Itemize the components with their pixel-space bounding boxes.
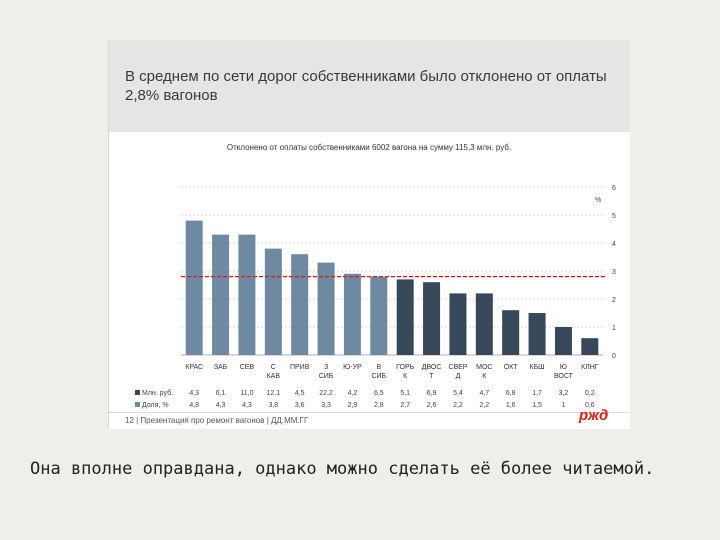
slide-header: В среднем по сети дорог собственниками б… — [109, 40, 630, 132]
x-tick-label: СИБ — [371, 373, 386, 380]
x-tick-label: К — [482, 373, 487, 380]
x-tick-label: С — [271, 364, 276, 371]
bar — [396, 279, 414, 355]
data-label: 6,9 — [427, 390, 437, 397]
data-label: 2,2 — [453, 402, 463, 409]
x-tick-label: ОКТ — [504, 364, 519, 371]
bar — [185, 220, 203, 355]
x-tick-label: СЕВ — [240, 364, 255, 371]
x-tick-label: КАВ — [267, 373, 281, 380]
data-label: 1,6 — [506, 402, 516, 409]
data-label: 1,7 — [532, 390, 542, 397]
data-label: 5,1 — [400, 390, 410, 397]
footer-divider — [109, 412, 630, 413]
table-row-label: Млн. руб. — [142, 389, 173, 397]
data-label: 6,8 — [506, 390, 516, 397]
rzd-logo: ржд — [579, 407, 609, 424]
slide-footer: 12 | Презентация про ремонт вагонов | ДД… — [125, 416, 309, 425]
data-label: 4,7 — [479, 390, 489, 397]
data-label: 1,5 — [532, 402, 542, 409]
x-tick-label: СВЕР — [448, 364, 467, 371]
data-label: 4,5 — [295, 390, 305, 397]
data-label: 3,3 — [321, 402, 331, 409]
presentation-slide: В среднем по сети дорог собственниками б… — [108, 40, 630, 429]
data-label: 5,4 — [453, 390, 463, 397]
caption-text: Она вполне оправдана, однако можно сдела… — [30, 459, 655, 479]
x-tick-label: МОС — [476, 364, 492, 371]
y-tick-label: 1 — [612, 325, 616, 332]
data-label: 0,2 — [585, 390, 595, 397]
bar — [475, 293, 493, 355]
data-label: 0,6 — [585, 402, 595, 409]
bar — [343, 273, 361, 355]
legend-marker — [135, 402, 140, 407]
data-label: 4,3 — [242, 402, 252, 409]
bar — [264, 248, 282, 355]
x-tick-label: ДВОС — [422, 364, 442, 371]
bar — [317, 262, 335, 355]
bar — [502, 310, 520, 355]
bar — [291, 254, 309, 355]
x-tick-label: СИБ — [319, 373, 334, 380]
x-tick-label: Т — [429, 373, 434, 380]
data-label: 2,7 — [400, 402, 410, 409]
data-label: 4,2 — [348, 390, 358, 397]
x-tick-label: Д — [456, 373, 461, 380]
data-label: 3,8 — [268, 402, 278, 409]
x-tick-label: КБШ — [530, 364, 545, 371]
bar — [423, 282, 441, 355]
data-label: 3,6 — [295, 402, 305, 409]
y-axis-unit: % — [595, 197, 601, 204]
data-label: 11,0 — [240, 390, 253, 397]
data-label: 2,2 — [479, 402, 489, 409]
x-tick-label: Ю-УР — [343, 364, 362, 371]
x-tick-label: З — [324, 364, 328, 371]
data-label: 2,8 — [374, 402, 384, 409]
y-tick-label: 5 — [612, 213, 616, 220]
table-row-label: Доля, % — [142, 402, 169, 409]
bar — [449, 293, 467, 355]
y-tick-label: 2 — [612, 297, 616, 304]
data-label: 3,2 — [559, 390, 569, 397]
bar — [212, 234, 230, 355]
data-label: 4,8 — [189, 402, 199, 409]
y-tick-label: 4 — [612, 241, 616, 248]
bar — [370, 276, 388, 355]
y-tick-label: 0 — [612, 353, 616, 360]
data-label: 6,1 — [216, 390, 226, 397]
chart-title: Отклонено от оплаты собственниками 6002 … — [227, 143, 511, 152]
y-tick-label: 3 — [612, 269, 616, 276]
data-label: 2,9 — [348, 402, 358, 409]
x-tick-label: К — [403, 373, 408, 380]
bar-chart: Отклонено от оплаты собственниками 6002 … — [135, 143, 616, 409]
data-label: 2,6 — [427, 402, 437, 409]
bar — [528, 313, 546, 355]
data-label: 1 — [561, 402, 565, 409]
y-tick-label: 6 — [612, 185, 616, 192]
x-tick-label: ГОРЬ — [396, 364, 415, 371]
data-label: 12,1 — [267, 390, 281, 397]
legend-marker — [135, 390, 140, 395]
x-tick-label: Ю — [560, 364, 567, 371]
x-tick-label: В — [376, 364, 381, 371]
bar — [554, 327, 572, 355]
data-label: 6,5 — [374, 390, 384, 397]
data-label: 4,3 — [216, 402, 226, 409]
data-label: 4,3 — [189, 390, 199, 397]
data-label: 22,2 — [319, 390, 333, 397]
x-tick-label: КЛНГ — [581, 364, 599, 371]
bar — [581, 338, 599, 355]
x-tick-label: ЗАБ — [214, 364, 228, 371]
slide-title: В среднем по сети дорог собственниками б… — [125, 68, 607, 104]
x-tick-label: КРАС — [185, 364, 203, 371]
x-tick-label: ВОСТ — [554, 373, 574, 380]
bar — [238, 234, 256, 355]
x-tick-label: ПРИВ — [290, 364, 310, 371]
